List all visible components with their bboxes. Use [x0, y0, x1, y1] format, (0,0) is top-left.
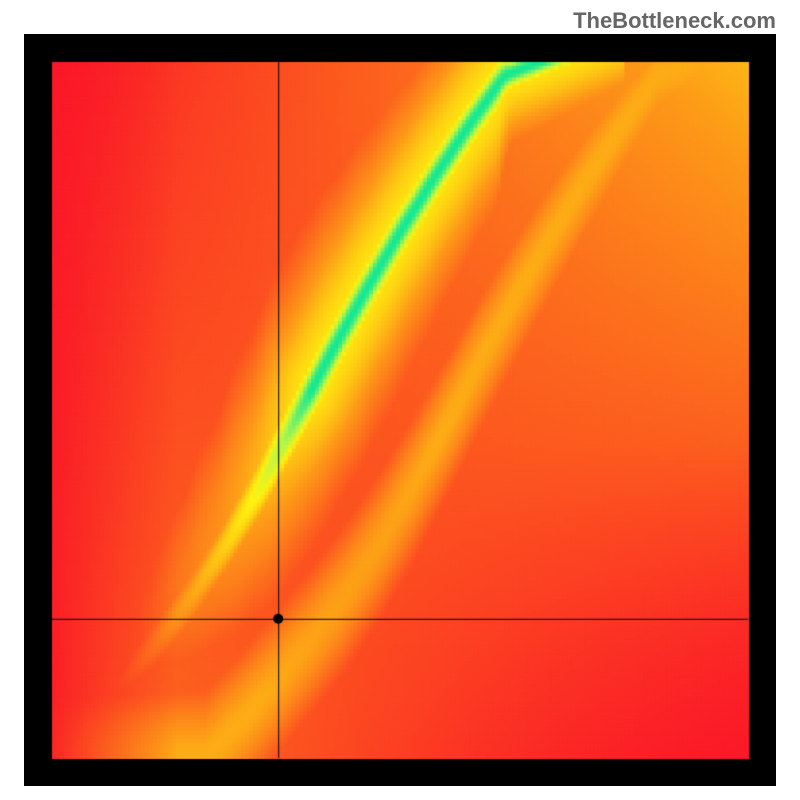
heatmap-canvas [24, 34, 776, 786]
watermark-text: TheBottleneck.com [573, 8, 776, 34]
chart-frame [24, 34, 776, 786]
